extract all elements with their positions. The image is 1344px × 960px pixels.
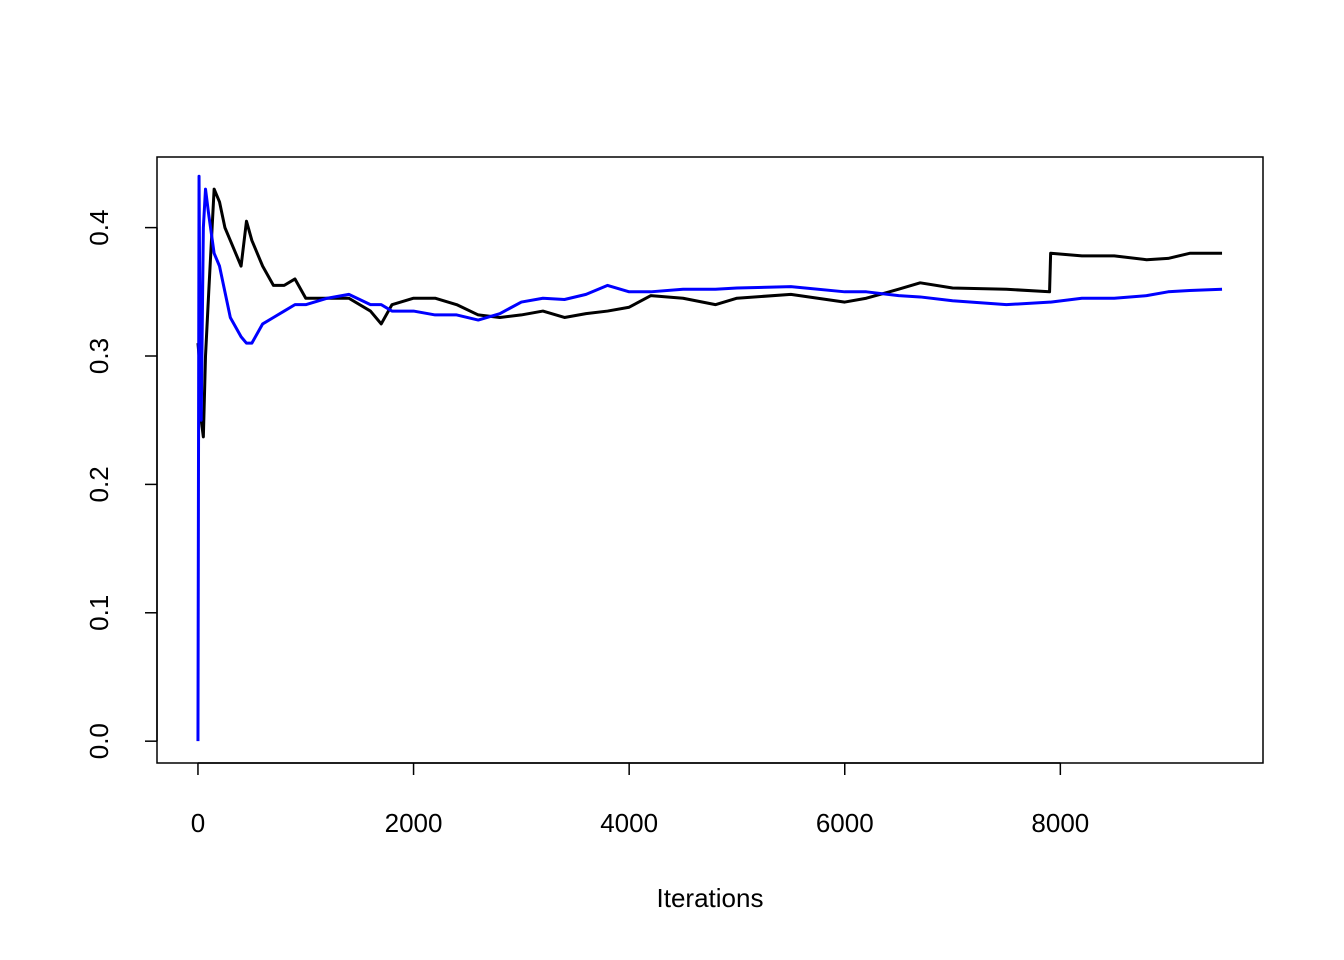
- series-line: [196, 174, 1223, 742]
- x-tick-label: 0: [191, 808, 205, 838]
- y-tick-label: 0.4: [84, 210, 114, 246]
- x-tick-label: 4000: [600, 808, 658, 838]
- plot-box: [156, 156, 1264, 764]
- x-tick-label: 6000: [816, 808, 874, 838]
- y-tick-label: 0.0: [84, 723, 114, 759]
- x-tick-label: 2000: [385, 808, 443, 838]
- y-tick-label: 0.1: [84, 595, 114, 631]
- series-line: [196, 187, 1223, 439]
- x-tick-label: 8000: [1031, 808, 1089, 838]
- x-axis-label: Iterations: [657, 883, 764, 913]
- y-tick-label: 0.2: [84, 466, 114, 502]
- y-tick-label: 0.3: [84, 338, 114, 374]
